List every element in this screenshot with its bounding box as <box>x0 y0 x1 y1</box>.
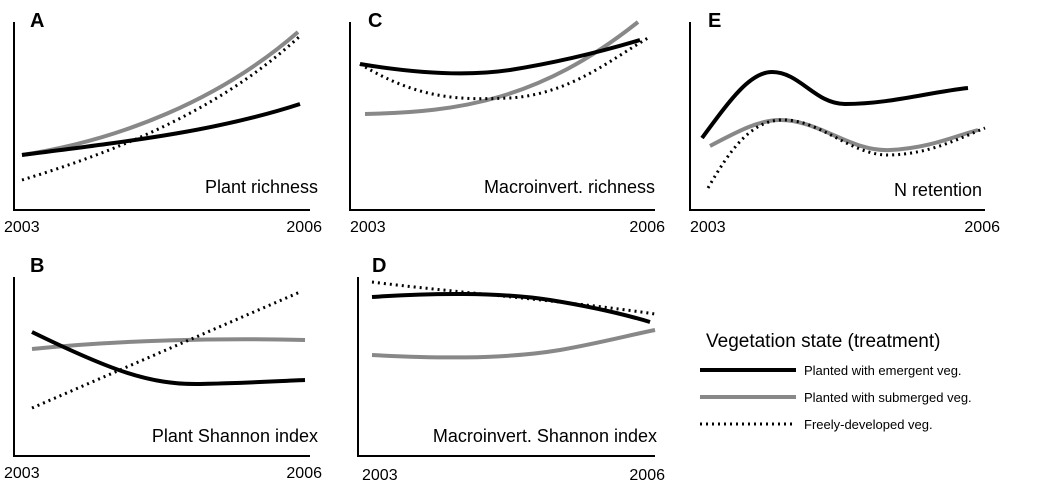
curve-emergent <box>21 102 301 157</box>
panel-letter: D <box>372 255 386 277</box>
curve-free <box>706 118 986 189</box>
x-end: 2006 <box>964 219 1000 236</box>
panel-letter: E <box>708 10 721 32</box>
legend: Vegetation state (treatment) Planted wit… <box>700 331 972 432</box>
curve-free <box>359 36 649 101</box>
panel-b: B Plant Shannon index 2003 2006 <box>4 255 322 482</box>
panel-label: N retention <box>894 180 982 200</box>
axis <box>357 277 655 457</box>
curve-emergent <box>359 38 641 76</box>
panel-c: C Macroinvert. richness 2003 2006 <box>349 10 665 236</box>
curve-submerged <box>371 328 656 360</box>
curve-free <box>21 34 302 182</box>
curve-free <box>371 280 656 316</box>
panel-e: E N retention 2003 2006 <box>689 10 1000 236</box>
axis <box>349 22 655 211</box>
x-start: 2003 <box>690 219 726 236</box>
x-end: 2006 <box>286 465 322 482</box>
x-start: 2003 <box>350 219 386 236</box>
x-end: 2006 <box>629 467 665 484</box>
x-end: 2006 <box>286 219 322 236</box>
curve-free <box>31 290 301 410</box>
panel-a: A Plant richness 2003 2006 <box>4 10 322 236</box>
legend-item: Planted with submerged veg. <box>804 390 972 405</box>
curve-emergent <box>700 69 969 140</box>
legend-title: Vegetation state (treatment) <box>706 331 940 352</box>
panel-label: Macroinvert. richness <box>484 177 655 197</box>
panel-label: Plant Shannon index <box>152 426 318 446</box>
panel-letter: C <box>368 10 382 32</box>
curve-emergent <box>371 291 651 324</box>
panel-letter: B <box>30 255 44 277</box>
curve-submerged <box>364 20 640 116</box>
axis <box>13 277 310 457</box>
x-start: 2003 <box>4 465 40 482</box>
x-end: 2006 <box>629 219 665 236</box>
legend-item: Freely-developed veg. <box>804 417 933 432</box>
curve-emergent <box>31 330 306 387</box>
panel-letter: A <box>30 10 44 32</box>
curve-submerged <box>21 30 300 157</box>
panel-label: Plant richness <box>205 177 318 197</box>
x-start: 2003 <box>362 467 398 484</box>
panel-d: D Macroinvert. Shannon index 2003 2006 <box>357 255 665 484</box>
legend-item: Planted with emergent veg. <box>804 363 962 378</box>
panel-label: Macroinvert. Shannon index <box>433 426 657 446</box>
curve-submerged <box>709 117 979 153</box>
axis <box>689 22 985 211</box>
curve-submerged <box>31 337 306 351</box>
axis <box>13 22 310 211</box>
x-start: 2003 <box>4 219 40 236</box>
